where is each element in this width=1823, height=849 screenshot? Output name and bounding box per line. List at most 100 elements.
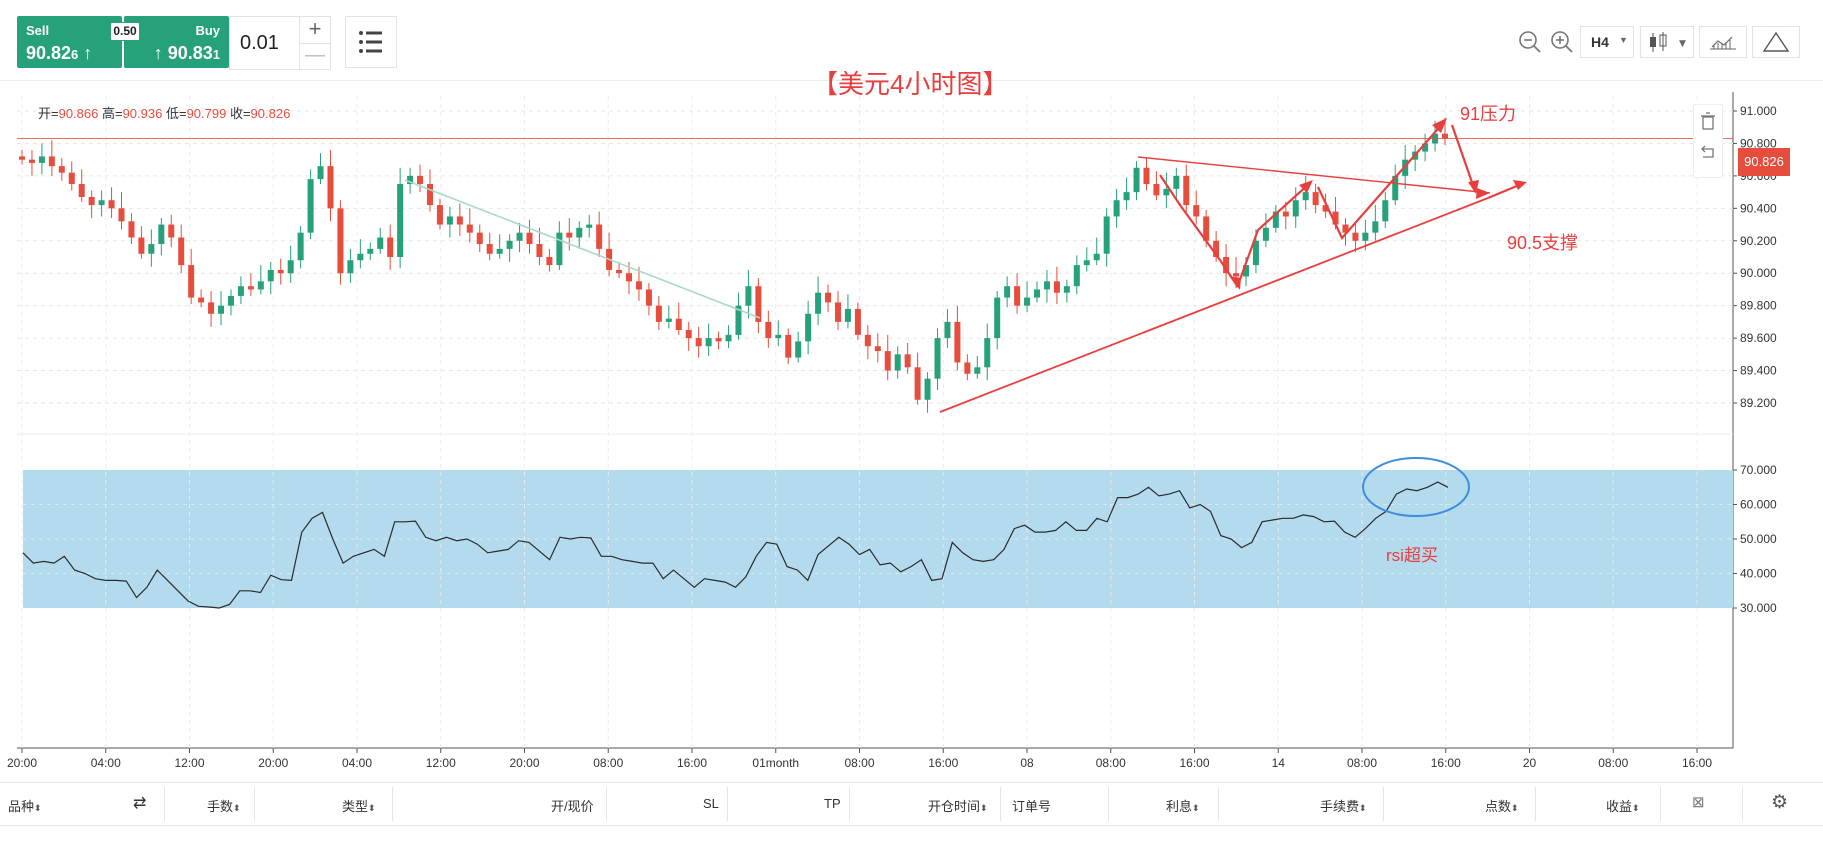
candle-body	[1093, 253, 1100, 261]
col-order-no[interactable]: 订单号	[1012, 799, 1052, 814]
sell-price: 90.826 ↑	[26, 43, 93, 63]
candle-body	[168, 224, 175, 238]
candle-body	[755, 286, 762, 322]
price-tick-label: 89.600	[1740, 331, 1777, 345]
time-axis: 20:00 04:00 12:00 20:00 04:00 12:00 20:00 08:00…	[7, 96, 1712, 770]
candle-body	[596, 224, 603, 249]
candle-body	[456, 216, 463, 225]
candle-body	[407, 175, 414, 184]
candle-body	[924, 378, 931, 400]
chart-title: 【美元4小时图】	[812, 69, 1009, 99]
candle-body	[984, 338, 991, 368]
settings-gear-icon[interactable]: ⚙	[1771, 792, 1789, 813]
top-toolbar: Sell 90.826 ↑ Buy ↑ 90.831 0.50 0.01 + —…	[0, 0, 1823, 81]
col-type[interactable]: 类型⬍	[342, 799, 376, 814]
lot-plus-button[interactable]: +	[299, 17, 330, 44]
candle-body	[1312, 192, 1319, 206]
col-tp[interactable]: TP	[824, 796, 841, 811]
candle-body	[38, 156, 45, 163]
sell-button[interactable]: Sell 90.826 ↑	[17, 16, 122, 68]
buy-button[interactable]: Buy ↑ 90.831	[124, 16, 229, 68]
rsi-tick-label: 40.000	[1740, 567, 1777, 581]
timeframe-select[interactable]: H4 ▼	[1580, 26, 1634, 58]
candle-body	[377, 237, 384, 249]
candle-body	[1442, 133, 1448, 139]
candle-body	[128, 221, 135, 238]
col-interest[interactable]: 利息⬍	[1166, 799, 1200, 814]
candle-body	[735, 305, 742, 335]
candle-body	[227, 295, 234, 306]
candle-body	[576, 227, 583, 238]
candle-body	[765, 321, 772, 339]
zoom-in-icon[interactable]	[1549, 28, 1575, 56]
col-open-time[interactable]: 开仓时间⬍	[928, 799, 988, 814]
time-tick-label: 20:00	[7, 756, 37, 770]
candle-body	[645, 289, 652, 306]
candle-body	[1272, 211, 1279, 228]
lot-minus-button[interactable]: —	[299, 43, 330, 69]
col-fee[interactable]: 手续费⬍	[1320, 799, 1367, 814]
candle-body	[1322, 205, 1329, 212]
col-symbol[interactable]: 品种⬍	[8, 799, 42, 814]
candle-body	[257, 281, 264, 290]
candle-body	[1014, 286, 1021, 306]
time-tick-label: 08	[1020, 756, 1034, 770]
order-list-button[interactable]	[345, 16, 397, 68]
price-tick-label: 90.400	[1740, 201, 1777, 215]
candle-body	[954, 321, 961, 363]
rsi-overbought-label: rsi超买	[1386, 546, 1438, 565]
candle-body	[287, 260, 294, 274]
price-tick-label: 89.200	[1740, 396, 1777, 410]
time-tick-label: 16:00	[1682, 756, 1712, 770]
candle-body	[1242, 265, 1249, 277]
candle-body	[685, 330, 692, 339]
zoom-out-icon[interactable]	[1517, 28, 1543, 56]
ohlc-readout: 开=90.866 高=90.936 低=90.799 收=90.826	[38, 106, 291, 121]
candle-body	[1113, 200, 1120, 217]
candle-body	[715, 338, 722, 342]
candle-body	[198, 297, 205, 303]
candle-body	[874, 346, 881, 352]
candle-body	[705, 338, 712, 347]
time-tick-label: 12:00	[174, 756, 204, 770]
col-points[interactable]: 点数⬍	[1485, 799, 1519, 814]
col-profit[interactable]: 收益⬍	[1606, 799, 1640, 814]
col-lots[interactable]: 手数⬍	[207, 799, 241, 814]
candle-body	[178, 237, 185, 266]
support-trendline	[939, 197, 1489, 413]
lot-input[interactable]: 0.01	[240, 32, 279, 54]
candle-body	[844, 308, 851, 322]
candle-body	[78, 184, 85, 197]
sort-icon: ⬍	[1511, 803, 1519, 813]
candle-body	[1282, 211, 1289, 217]
chart-type-select[interactable]: ▼	[1640, 26, 1694, 58]
col-sl[interactable]: SL	[703, 796, 719, 811]
undo-icon[interactable]	[1701, 145, 1714, 158]
close-all-icon[interactable]: ⊠	[1692, 794, 1705, 811]
rsi-tick-label: 60.000	[1740, 498, 1777, 512]
candle-body	[586, 224, 593, 228]
candle-body	[864, 334, 871, 347]
trash-icon[interactable]	[1701, 112, 1715, 130]
candle-body	[1034, 289, 1041, 298]
lot-stepper[interactable]: 0.01 + —	[229, 16, 331, 70]
candle-body	[1173, 175, 1180, 189]
candle-body	[1024, 297, 1031, 306]
candle-body	[48, 156, 55, 167]
candle-body	[934, 338, 941, 379]
drawing-tool-button[interactable]	[1752, 26, 1800, 58]
col-open-price[interactable]: 开/现价	[551, 799, 594, 814]
price-chart[interactable]: 91.00090.80090.60090.40090.20090.00089.8…	[0, 80, 1823, 782]
candle-body	[795, 341, 802, 358]
time-tick-label: 20:00	[509, 756, 539, 770]
rsi-band	[23, 470, 1733, 608]
time-tick-label: 04:00	[342, 756, 372, 770]
chevron-down-icon: ▼	[1619, 35, 1628, 45]
candle-body	[317, 166, 324, 180]
swap-icon[interactable]: ⇄	[133, 795, 147, 812]
candle-body	[1163, 188, 1170, 196]
price-tick-label: 90.200	[1740, 234, 1777, 248]
indicator-button[interactable]	[1699, 26, 1747, 58]
drawing-triangle-icon	[1762, 31, 1790, 52]
candle-body	[247, 286, 254, 290]
